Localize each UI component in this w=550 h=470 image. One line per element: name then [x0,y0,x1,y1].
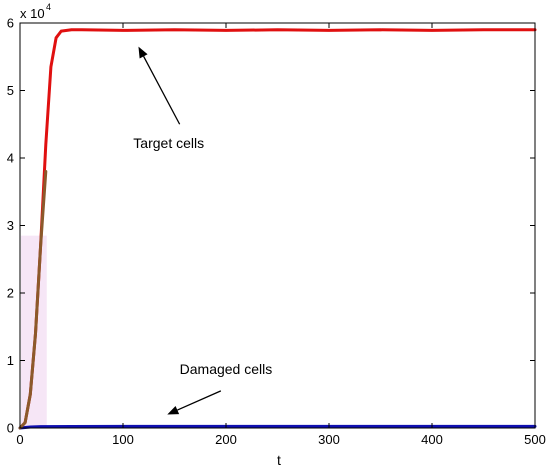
x-tick-label-3: 300 [318,432,340,447]
x-axis-label: t [277,452,281,468]
y-tick-label-3: 3 [7,218,14,233]
y-tick-label-1: 1 [7,353,14,368]
series-line-2 [18,170,48,430]
y-tick-label-4: 4 [7,151,14,166]
highlight-band [21,235,47,428]
y-tick-label-5: 5 [7,83,14,98]
x-tick-label-5: 500 [524,432,546,447]
x-tick-label-2: 200 [215,432,237,447]
y-axis-multiplier-exponent: 4 [46,2,51,12]
y-tick-label-6: 6 [7,16,14,31]
axis-ticks: 0 100 200 300 400 500 0 1 2 3 4 5 6 [7,16,546,448]
y-axis-multiplier: x 10 [20,6,45,21]
y-tick-label-2: 2 [7,286,14,301]
x-tick-label-1: 100 [112,432,134,447]
x-tick-label-0: 0 [16,432,23,447]
plot-frame [19,22,536,429]
series-line-0 [18,28,537,430]
annotation-arrow-line-0 [143,56,181,125]
plot-marks [18,28,537,430]
annotation-arrow-head-0 [138,46,148,59]
annotation-arrow-head-1 [167,405,180,415]
annotations: Target cells Damaged cells [133,46,273,415]
annotation-label-0: Target cells [133,135,204,151]
annotation-label-1: Damaged cells [180,361,273,377]
y-tick-label-0: 0 [7,421,14,436]
x-tick-label-4: 400 [421,432,443,447]
annotation-arrow-line-1 [177,390,222,411]
